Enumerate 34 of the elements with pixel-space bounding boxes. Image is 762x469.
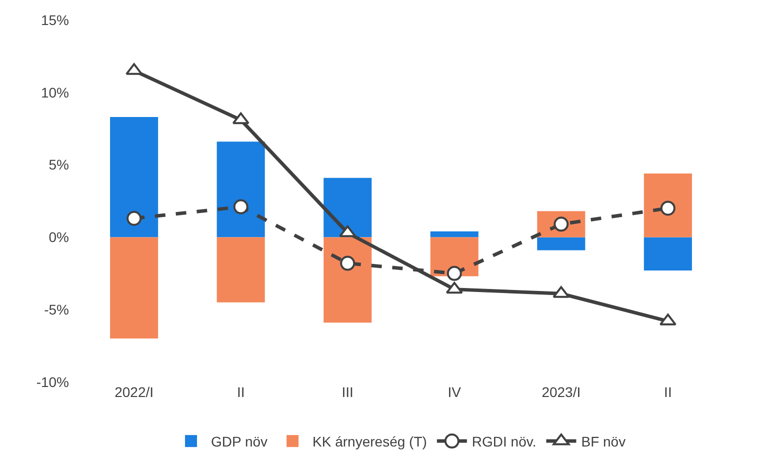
bar: [216, 237, 265, 302]
legend-label: GDP növ: [211, 434, 268, 450]
y-tick-label: -10%: [36, 374, 69, 390]
x-tick-label: 2022/I: [114, 384, 154, 400]
y-tick-label: 10%: [40, 84, 69, 100]
bar: [537, 237, 586, 250]
legend-label: BF növ: [581, 434, 626, 450]
bar: [110, 117, 158, 238]
x-tick-label: IV: [448, 384, 462, 400]
x-tick-label: II: [664, 384, 672, 400]
legend-label: KK árnyereség (T): [312, 434, 427, 450]
bar: [324, 237, 372, 323]
bar: [110, 237, 158, 339]
x-tick-label: II: [236, 384, 245, 400]
x-tick-label: 2023/I: [542, 384, 581, 400]
point: [126, 210, 142, 226]
point: [233, 199, 248, 214]
point: [446, 266, 462, 281]
y-tick-label: 5%: [48, 156, 69, 173]
point: [446, 282, 463, 294]
point: [660, 200, 676, 216]
legend-label: RGDI növ.: [472, 434, 536, 450]
y-tick-label: -5%: [44, 302, 69, 318]
bar: [644, 237, 692, 270]
y-tick-label: 0%: [48, 229, 69, 246]
point: [340, 256, 356, 271]
bar: [644, 173, 692, 238]
x-tick-label: III: [342, 384, 354, 400]
bar: [430, 231, 478, 238]
y-tick-label: 15%: [40, 12, 69, 28]
bar: [216, 142, 265, 238]
point: [339, 225, 356, 238]
bar: [324, 178, 372, 238]
point: [232, 112, 250, 124]
